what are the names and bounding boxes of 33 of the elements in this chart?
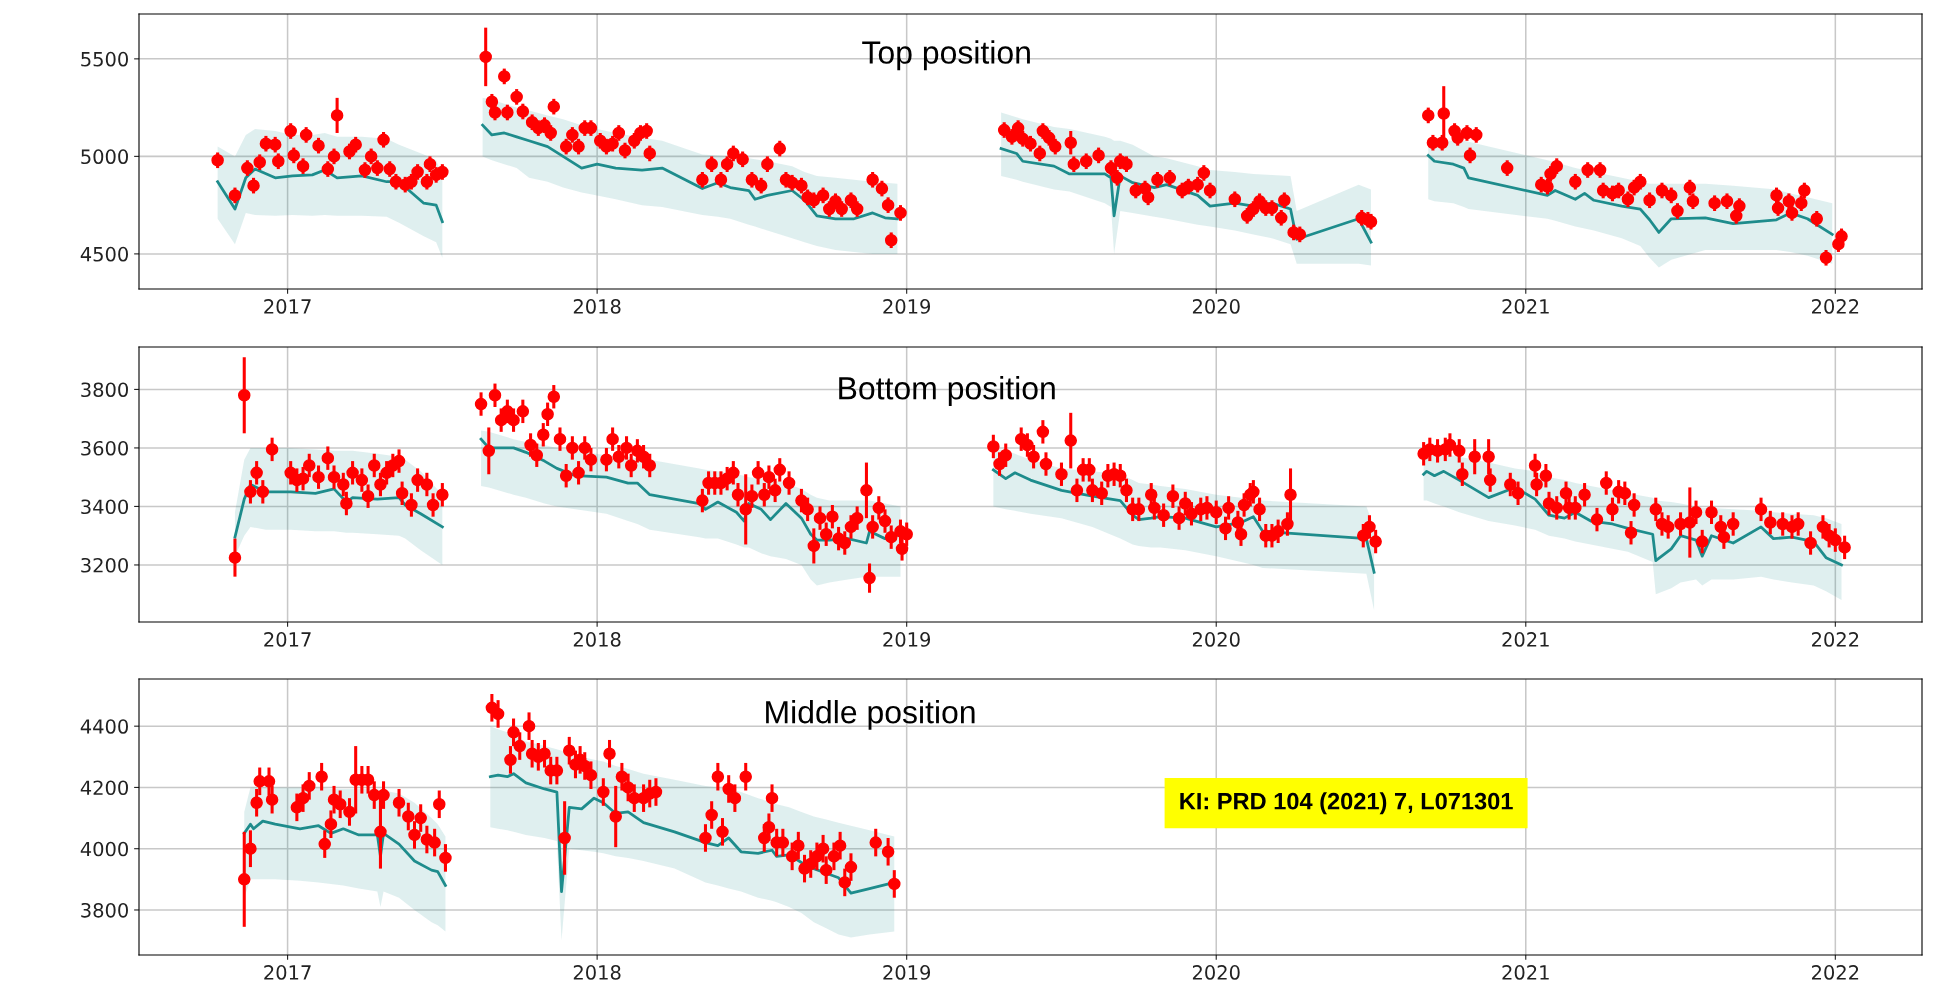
y-tick-label: 3800 <box>81 382 128 398</box>
y-tick-label: 3400 <box>81 499 128 515</box>
y-tick-label: 5000 <box>81 149 128 165</box>
y-tick-label: 4500 <box>80 246 128 262</box>
y-tick-label: 5500 <box>81 51 128 67</box>
x-tick-label: 2022 <box>1812 965 1859 980</box>
x-tick-label: 2017 <box>264 632 311 647</box>
x-tick-label: 2019 <box>883 299 931 314</box>
y-tick-label: 3600 <box>81 440 128 456</box>
x-tick-label: 2021 <box>1502 965 1549 980</box>
x-tick-label: 2021 <box>1502 632 1549 647</box>
x-tick-label: 2018 <box>573 299 621 314</box>
text: Middle position <box>766 699 975 730</box>
y-tick-label: 4000 <box>80 841 128 857</box>
x-tick-label: 2020 <box>1192 632 1240 647</box>
annotation: KI: PRD 104 (2021) 7, L071301 <box>1180 792 1513 815</box>
y-tick-label: 4400 <box>80 719 128 734</box>
x-tick-label: 2020 <box>1192 965 1240 980</box>
y-tick-label: 3200 <box>81 557 128 573</box>
x-tick-label: 2018 <box>573 965 621 980</box>
x-tick-label: 2018 <box>573 632 621 647</box>
text: Bottom position <box>839 376 1055 406</box>
x-tick-label: 2022 <box>1812 299 1859 314</box>
y-tick-label: 4200 <box>80 780 128 796</box>
x-tick-label: 2022 <box>1812 632 1859 647</box>
x-tick-label: 2019 <box>883 965 931 980</box>
x-tick-label: 2017 <box>264 299 311 314</box>
x-tick-label: 2019 <box>883 632 931 647</box>
x-tick-label: 2020 <box>1192 299 1240 314</box>
y-tick-label: 3800 <box>81 902 128 918</box>
x-tick-label: 2017 <box>264 965 311 980</box>
x-tick-label: 2021 <box>1502 299 1549 314</box>
text: Top position <box>862 40 1030 71</box>
